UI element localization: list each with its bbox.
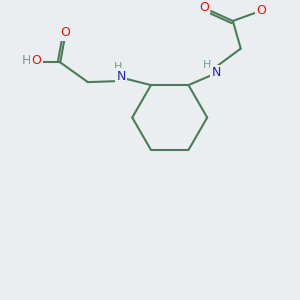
Text: O: O [199,1,209,14]
Text: N: N [212,66,221,79]
Text: H: H [114,62,123,72]
Text: H: H [203,60,212,70]
Text: O: O [32,54,41,67]
Text: O: O [256,4,266,16]
Text: O: O [60,26,70,39]
Text: H: H [22,54,32,67]
Text: N: N [117,70,126,83]
